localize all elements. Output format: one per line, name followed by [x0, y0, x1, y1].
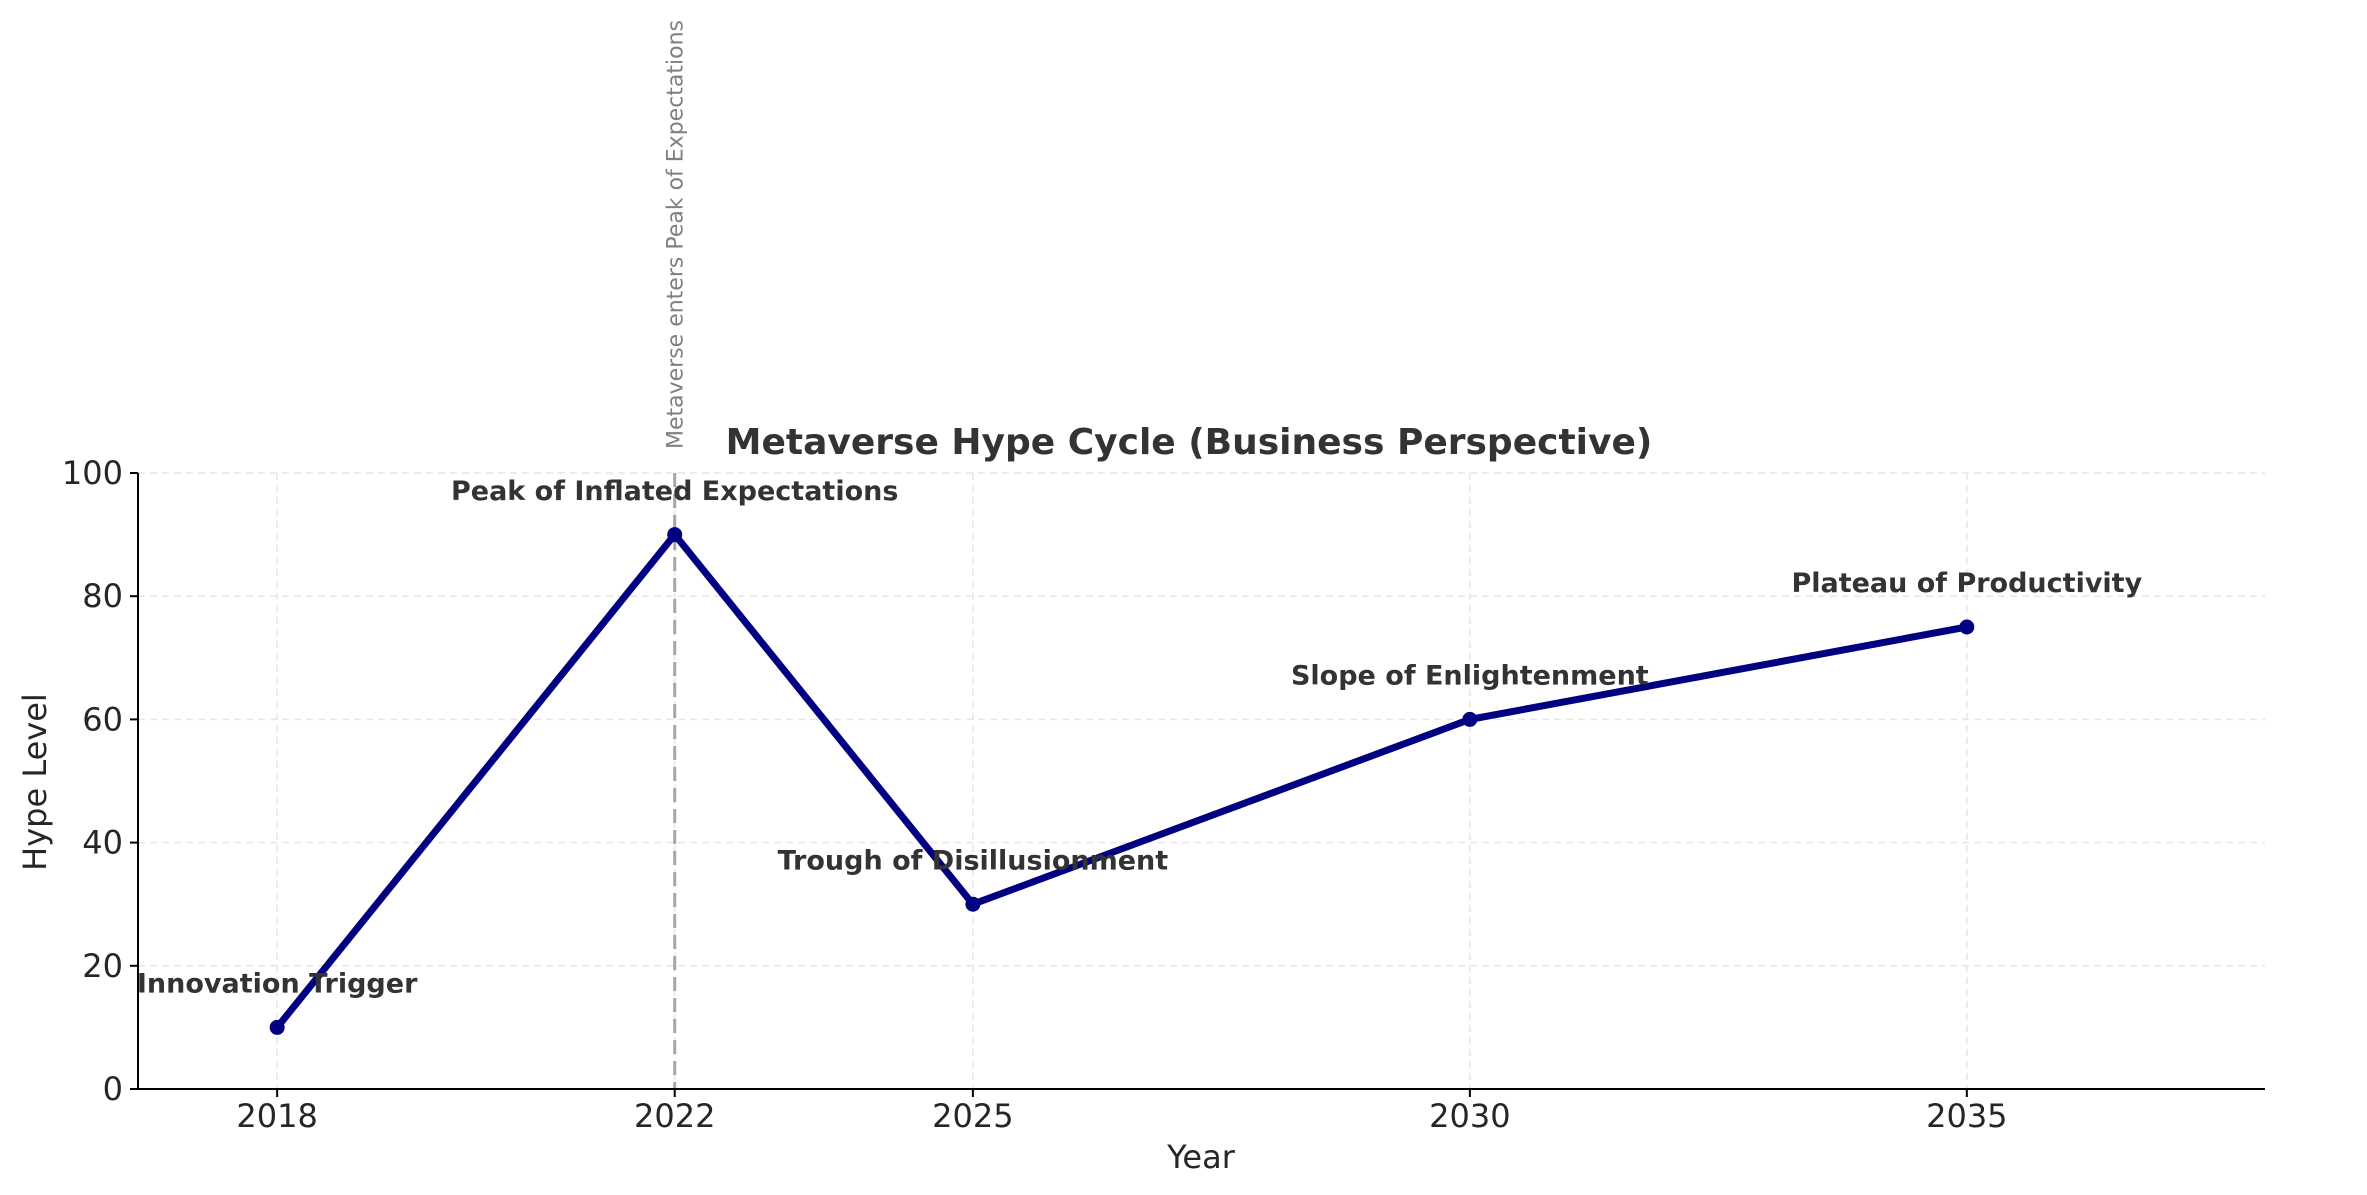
event-label: Metaverse enters Peak of Expectations — [664, 20, 689, 449]
chart-title: Metaverse Hype Cycle (Business Perspecti… — [726, 422, 1653, 463]
y-tick-label: 60 — [82, 700, 123, 738]
grid — [138, 472, 2265, 1090]
x-tick-label: 2035 — [1926, 1097, 2007, 1135]
data-point — [1462, 711, 1478, 727]
x-tick-label: 2022 — [634, 1097, 715, 1135]
y-axis-label: Hype Level — [16, 693, 54, 871]
point-label: Peak of Inflated Expectations — [451, 476, 898, 507]
point-label: Trough of Disillusionment — [778, 845, 1169, 876]
axes — [137, 473, 2265, 1090]
x-tick-label: 2030 — [1429, 1097, 1510, 1135]
x-axis-label: Year — [1166, 1138, 1236, 1176]
y-tick-label: 80 — [82, 577, 123, 615]
point-label: Slope of Enlightenment — [1291, 661, 1649, 692]
x-tick-label: 2025 — [932, 1097, 1013, 1135]
data-point — [269, 1019, 285, 1035]
point-label: Innovation Trigger — [137, 969, 418, 1000]
y-tick-label: 100 — [62, 454, 123, 492]
ticks: 2018 2022 2025 2030 2035 0 20 40 60 80 100 — [62, 454, 2008, 1135]
series-layer — [269, 527, 1975, 1035]
event-marker: Metaverse enters Peak of Expectations — [664, 20, 689, 1089]
data-point — [965, 896, 981, 912]
series-line — [274, 529, 1968, 1030]
y-tick-label: 40 — [82, 824, 123, 862]
data-point — [1959, 619, 1975, 635]
data-point — [667, 527, 683, 543]
y-tick-label: 20 — [82, 947, 123, 985]
y-tick-label: 0 — [103, 1070, 123, 1108]
point-label: Plateau of Productivity — [1791, 568, 2142, 599]
point-labels: Innovation Trigger Peak of Inflated Expec… — [137, 476, 2143, 1000]
x-tick-label: 2018 — [236, 1097, 317, 1135]
